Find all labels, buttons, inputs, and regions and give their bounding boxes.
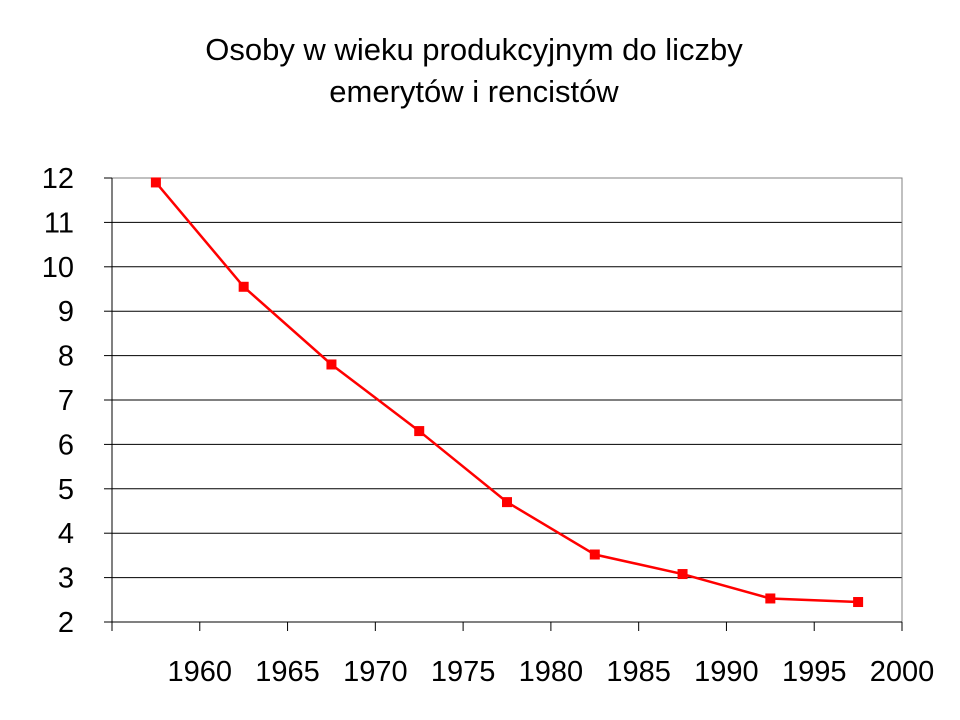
y-tick-label: 12: [42, 163, 74, 195]
x-tick-label: 2000: [870, 656, 935, 688]
x-tick-label: 1980: [519, 656, 584, 688]
data-series: [150, 177, 864, 608]
y-tick-label: 2: [58, 607, 74, 639]
y-tick-label: 9: [58, 296, 74, 328]
x-tick-label: 1960: [168, 656, 233, 688]
data-point-marker: [150, 177, 161, 188]
data-point-marker: [414, 426, 425, 437]
x-tick-label: 1975: [431, 656, 496, 688]
y-tick-label: 8: [58, 341, 74, 373]
x-tick-label: 1985: [606, 656, 671, 688]
y-tick-label: 5: [58, 474, 74, 506]
y-tick-label: 7: [58, 385, 74, 417]
y-axis-tick-labels: 2 3 4 5 6 7 8 9 10 11 12: [42, 163, 112, 639]
y-tick-label: 3: [58, 563, 74, 595]
x-tick-label: 1995: [782, 656, 847, 688]
data-point-marker: [589, 549, 600, 560]
data-point-marker: [502, 497, 512, 508]
y-tick-label: 11: [44, 207, 74, 239]
data-point-marker: [238, 281, 249, 292]
data-point-marker: [326, 359, 337, 370]
data-point-marker: [677, 569, 688, 580]
y-tick-label: 10: [42, 252, 74, 284]
chart-title-line-2: emerytów i rencistów: [329, 74, 619, 109]
data-point-marker: [765, 593, 776, 604]
data-point-marker: [853, 597, 864, 608]
series-line: [154, 181, 859, 604]
x-tick-label: 1965: [255, 656, 320, 688]
x-tick-label: 1990: [694, 656, 759, 688]
y-tick-label: 4: [58, 518, 74, 550]
chart-title-line-1: Osoby w wieku produkcyjnym do liczby: [205, 32, 743, 67]
x-tick-label: 1970: [343, 656, 408, 688]
gridlines: [112, 177, 902, 579]
y-tick-label: 6: [58, 429, 74, 461]
x-axis-tick-labels: 1960 1965 1970 1975 1980 1985 1990 1995 2000: [111, 622, 935, 688]
